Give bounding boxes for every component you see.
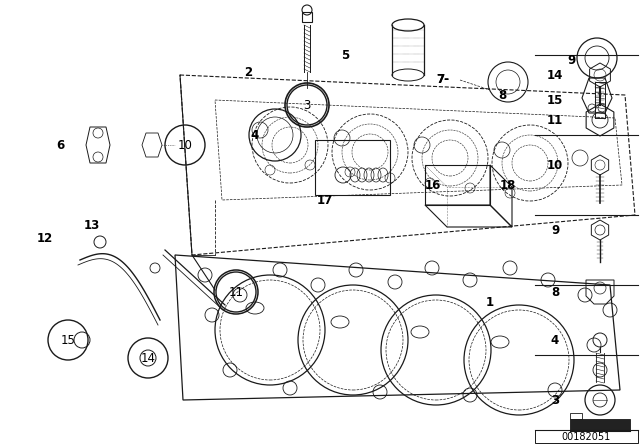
Text: 13: 13 [84, 219, 100, 232]
Text: 2: 2 [244, 65, 252, 78]
Text: 4: 4 [551, 333, 559, 346]
Text: 9: 9 [551, 224, 559, 237]
Text: 11: 11 [228, 285, 243, 298]
Text: 5: 5 [341, 48, 349, 61]
Text: 10: 10 [547, 159, 563, 172]
Text: 8: 8 [498, 89, 506, 102]
Text: 9: 9 [568, 53, 576, 66]
Text: 7-: 7- [436, 73, 449, 86]
Text: 3: 3 [303, 99, 310, 112]
Text: 17: 17 [317, 194, 333, 207]
Polygon shape [570, 419, 630, 431]
Text: 4: 4 [251, 129, 259, 142]
Text: 6: 6 [56, 138, 64, 151]
Text: 7-: 7- [436, 73, 449, 86]
Text: 11: 11 [547, 113, 563, 126]
Text: 15: 15 [547, 94, 563, 107]
Bar [315, 140, 390, 195]
Text: 15: 15 [61, 333, 76, 346]
Text: 00182051: 00182051 [561, 432, 611, 442]
Text: 14: 14 [141, 352, 156, 365]
Text: 16: 16 [425, 178, 441, 191]
Text: 18: 18 [500, 178, 516, 191]
Text: 1: 1 [486, 296, 494, 309]
Text: 14: 14 [547, 69, 563, 82]
Text: 10: 10 [177, 138, 193, 151]
Text: 3: 3 [551, 393, 559, 406]
Bar [535, 430, 638, 443]
Text: 8: 8 [551, 285, 559, 298]
Text: 12: 12 [37, 232, 53, 245]
